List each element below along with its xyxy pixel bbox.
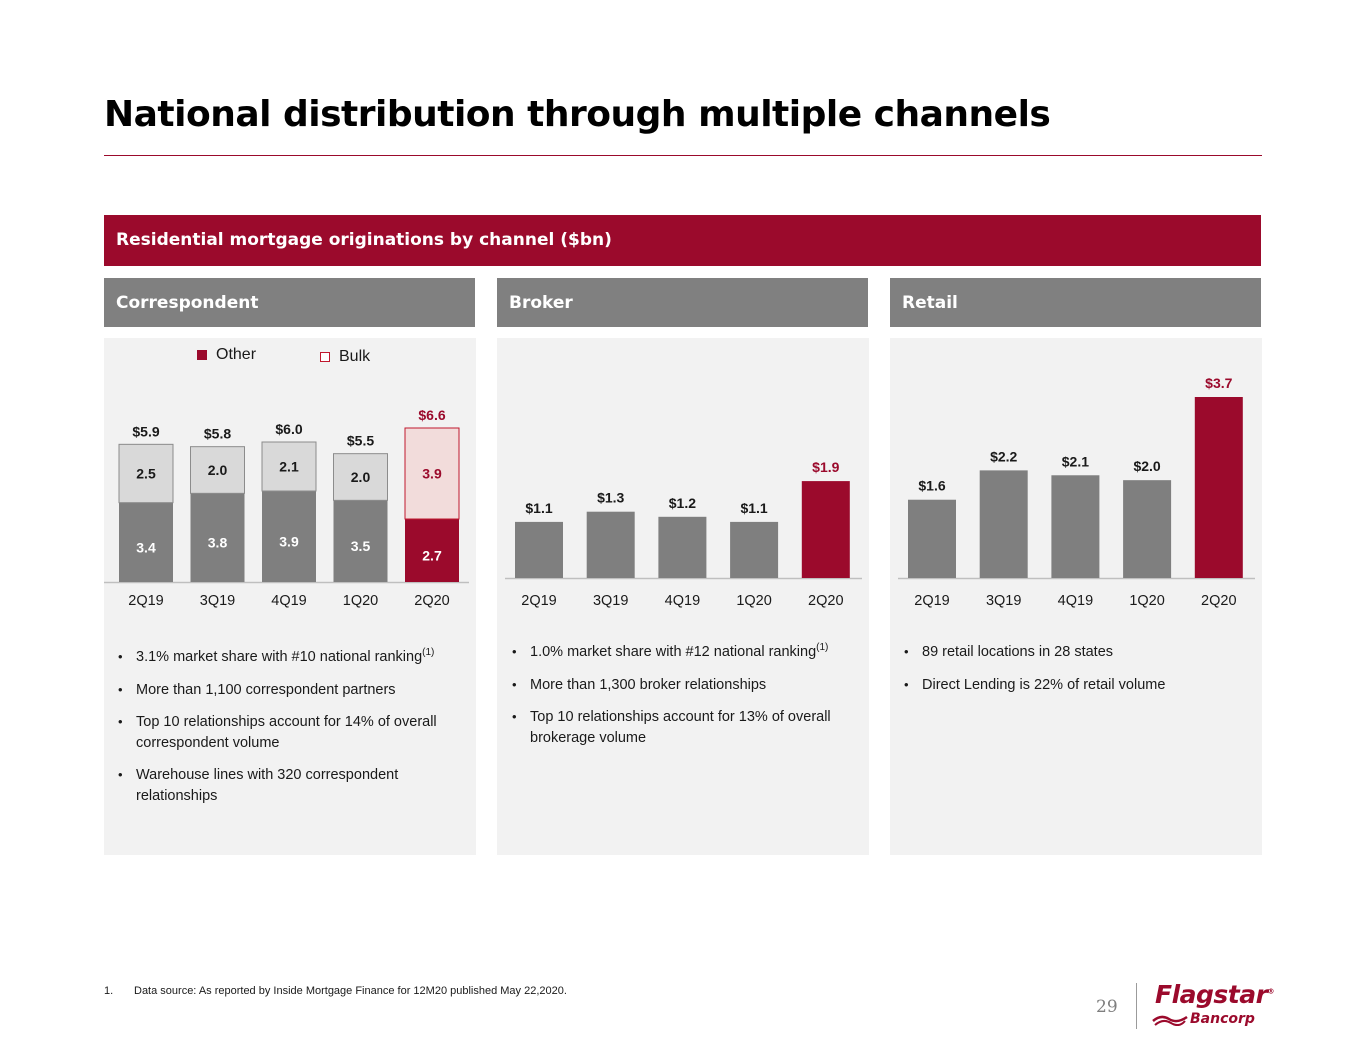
x-tick-label: 2Q19: [128, 593, 163, 609]
x-tick-label: 4Q19: [1058, 593, 1093, 609]
bullet-item: Top 10 relationships account for 13% of …: [510, 707, 860, 748]
legend-bulk-swatch: [320, 352, 330, 362]
bar-other: [333, 500, 388, 582]
bullet-item: Top 10 relationships account for 14% of …: [116, 712, 466, 753]
data-label: $1.6: [918, 478, 945, 494]
bar: [801, 481, 850, 578]
broker-header: Broker: [497, 278, 868, 327]
bar: [1123, 480, 1172, 578]
page-title: National distribution through multiple c…: [104, 94, 1051, 135]
section-band: Residential mortgage originations by cha…: [104, 215, 1261, 266]
correspondent-header: Correspondent: [104, 278, 475, 327]
footnote: 1. Data source: As reported by Inside Mor…: [104, 985, 567, 997]
x-tick-label: 1Q20: [1129, 593, 1164, 609]
data-label-other: 3.4: [136, 539, 156, 555]
x-tick-label: 2Q19: [521, 593, 556, 609]
data-label-other: 2.7: [422, 548, 442, 564]
data-label-total: $5.5: [347, 433, 374, 449]
x-tick-label: 3Q19: [593, 593, 628, 609]
data-label: $1.3: [597, 490, 624, 506]
bar: [1194, 397, 1243, 578]
bar-other: [405, 519, 459, 582]
flagstar-logo: Flagstar®: [1155, 980, 1274, 1009]
bar-bulk: [404, 427, 460, 520]
legend-other-label: Other: [216, 346, 257, 363]
data-label-bulk: 2.0: [351, 469, 371, 485]
data-label-bulk: 2.0: [208, 462, 228, 478]
x-tick-label: 3Q19: [200, 593, 235, 609]
data-label-total: $6.6: [418, 407, 445, 423]
data-label: $3.7: [1205, 375, 1232, 391]
data-label-total: $5.8: [204, 426, 231, 442]
logo-divider: [1136, 983, 1137, 1029]
data-label: $2.1: [1062, 453, 1089, 469]
bar-other: [119, 502, 173, 582]
page-number: 29: [1096, 997, 1118, 1017]
bar: [586, 511, 635, 578]
bullet-item: Warehouse lines with 320 correspondent r…: [116, 765, 466, 806]
data-label-other: 3.9: [279, 534, 299, 550]
x-tick-label: 3Q19: [986, 593, 1021, 609]
correspondent-bullets: 3.1% market share with #10 national rank…: [116, 647, 466, 818]
logo-swoosh-icon: [1152, 1015, 1188, 1026]
x-tick-label: 4Q19: [271, 593, 306, 609]
bar: [730, 521, 779, 578]
x-tick-label: 2Q20: [808, 593, 843, 609]
data-label: $1.2: [669, 495, 696, 511]
bullet-item: Direct Lending is 22% of retail volume: [902, 675, 1252, 696]
legend-bulk: Bulk: [320, 348, 370, 366]
bar: [658, 516, 707, 578]
x-tick-label: 2Q20: [1201, 593, 1236, 609]
bullet-item: More than 1,100 correspondent partners: [116, 680, 466, 701]
bar-other: [190, 493, 245, 582]
data-label: $1.1: [740, 500, 767, 516]
data-label: $2.2: [990, 448, 1017, 464]
retail-bullets: 89 retail locations in 28 states Direct …: [902, 642, 1252, 707]
bar: [979, 470, 1028, 578]
bullet-item: 3.1% market share with #10 national rank…: [116, 647, 466, 668]
bullet-item: 89 retail locations in 28 states: [902, 642, 1252, 663]
bar-bulk: [118, 443, 174, 504]
bar-other: [262, 491, 316, 582]
bar: [1051, 475, 1100, 578]
data-label: $2.0: [1133, 458, 1160, 474]
bar-bulk: [261, 441, 317, 492]
x-tick-label: 1Q20: [343, 593, 378, 609]
broker-panel: [497, 338, 869, 855]
bar-bulk: [333, 453, 388, 501]
x-tick-label: 2Q19: [914, 593, 949, 609]
data-label-bulk: 3.9: [422, 466, 442, 482]
x-tick-label: 2Q20: [414, 593, 449, 609]
bar: [908, 499, 956, 578]
footnote-number: 1.: [104, 985, 114, 997]
legend-bulk-label: Bulk: [339, 348, 371, 365]
legend-other: Other: [197, 346, 256, 364]
x-tick-label: 1Q20: [736, 593, 771, 609]
footnote-text: Data source: As reported by Inside Mortg…: [134, 985, 567, 997]
x-tick-label: 4Q19: [665, 593, 700, 609]
broker-bullets: 1.0% market share with #12 national rank…: [510, 642, 860, 760]
bullet-item: More than 1,300 broker relationships: [510, 675, 860, 696]
title-divider: [104, 155, 1262, 156]
bullet-item: 1.0% market share with #12 national rank…: [510, 642, 860, 663]
data-label-total: $5.9: [132, 423, 159, 439]
retail-header: Retail: [890, 278, 1261, 327]
data-label-other: 3.8: [208, 535, 228, 551]
data-label-bulk: 2.5: [136, 466, 156, 482]
data-label: $1.1: [525, 500, 552, 516]
data-label-total: $6.0: [275, 421, 302, 437]
bar-bulk: [190, 446, 245, 494]
legend-other-swatch: [197, 350, 207, 360]
bancorp-logo-text: Bancorp: [1190, 1011, 1255, 1027]
data-label-other: 3.5: [351, 538, 371, 554]
bar: [515, 521, 563, 578]
data-label-bulk: 2.1: [279, 459, 299, 475]
data-label: $1.9: [812, 459, 839, 475]
